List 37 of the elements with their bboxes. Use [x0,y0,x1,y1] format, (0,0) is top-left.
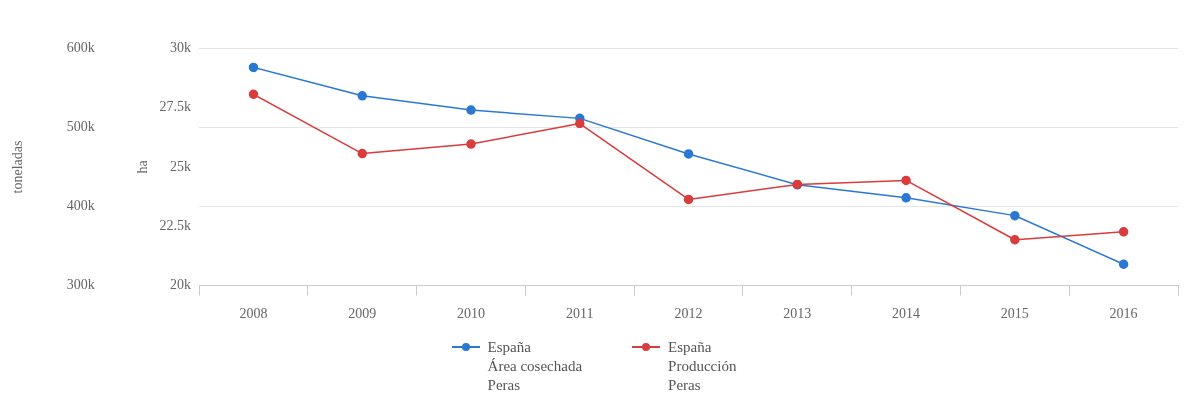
point [1010,210,1020,221]
x-tick-label: 2012 [674,305,703,321]
point [683,149,694,159]
x-tick-label: 2010 [457,305,486,321]
point [248,89,259,100]
point [357,91,367,101]
point [1010,234,1020,245]
x-tick-label: 2013 [783,305,812,321]
legend-label: España Producción Peras [668,338,737,395]
point [683,194,694,205]
x-tick-label: 2016 [1109,305,1138,321]
point [901,175,911,186]
x-tick-label: 2015 [1000,305,1029,321]
y-axis-title: toneladas [10,140,26,194]
point [901,193,911,203]
y-tick-label: 400k [66,198,95,214]
point [466,139,476,149]
point [575,118,585,129]
y-tick-label: 600k [66,40,95,56]
point [1118,259,1129,269]
y2-tick-label: 20k [170,277,192,293]
point [248,62,259,73]
x-tick-label: 2009 [348,305,377,321]
y2-tick-label: 30k [170,40,192,56]
y2-tick-label: 22.5k [159,217,192,233]
y2-tick-label: 27.5k [159,99,192,115]
point [357,148,367,159]
x-tick-label: 2011 [566,305,594,321]
y-tick-label: 300k [66,277,95,293]
x-tick-label: 2014 [892,305,921,321]
y-tick-label: 500k [66,119,95,135]
legend-label: España Área cosechada Peras [487,338,583,395]
x-tick-label: 2008 [239,305,268,321]
y2-tick-label: 25k [170,158,192,174]
point [1118,227,1129,237]
point [466,105,476,115]
y2-axis-title: ha [134,159,150,174]
